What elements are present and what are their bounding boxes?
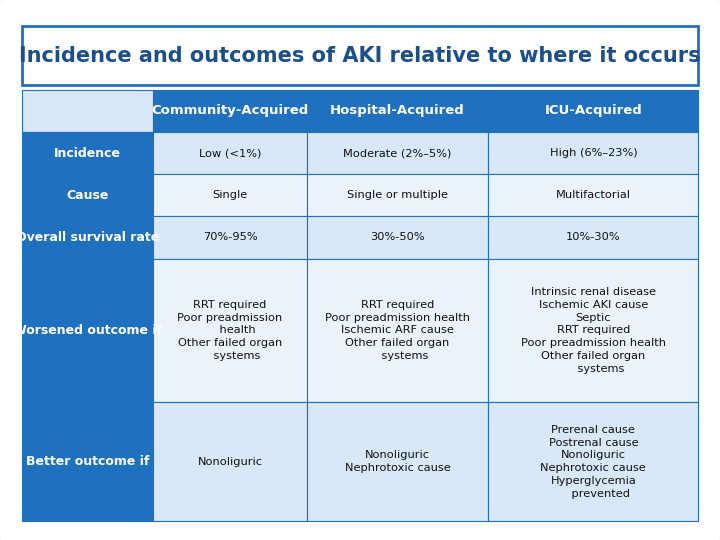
Bar [488,174,698,217]
Bar [488,259,698,402]
Bar [488,402,698,521]
Text: Prerenal cause
Postrenal cause
Nonoliguric
Nephrotoxic cause
Hyperglycemia
    p: Prerenal cause Postrenal cause Nonoligur… [541,425,646,499]
Bar [153,217,307,259]
Text: ICU-Acquired: ICU-Acquired [544,104,642,117]
Bar [488,132,698,174]
Text: High (6%–23%): High (6%–23%) [549,148,637,158]
Text: 70%-95%: 70%-95% [202,232,257,242]
Text: Moderate (2%–5%): Moderate (2%–5%) [343,148,451,158]
Text: Overall survival rate: Overall survival rate [16,231,159,244]
Bar [153,174,307,217]
FancyBboxPatch shape [22,26,698,85]
Text: 10%-30%: 10%-30% [566,232,621,242]
Bar [307,217,488,259]
Text: Intrinsic renal disease
Ischemic AKI cause
Septic
RRT required
Poor preadmission: Intrinsic renal disease Ischemic AKI cau… [521,287,666,374]
Bar [153,132,307,174]
Text: Better outcome if: Better outcome if [26,455,149,468]
Text: 30%-50%: 30%-50% [370,232,425,242]
Bar [488,217,698,259]
Bar [307,132,488,174]
Text: Nonoliguric: Nonoliguric [197,457,263,467]
Bar [307,402,488,521]
Text: Community-Acquired: Community-Acquired [151,104,309,117]
Text: Single: Single [212,190,248,200]
Text: RRT required
Poor preadmission
    health
Other failed organ
    systems: RRT required Poor preadmission health Ot… [177,300,283,361]
Bar [153,259,307,402]
Bar [153,402,307,521]
Bar [22,132,153,174]
Bar [22,259,153,402]
Bar [307,259,488,402]
Text: Hospital-Acquired: Hospital-Acquired [330,104,465,117]
Text: Cause: Cause [66,189,109,202]
Text: Incidence: Incidence [54,146,121,160]
Text: Nonoliguric
Nephrotoxic cause: Nonoliguric Nephrotoxic cause [345,450,450,473]
Bar [307,174,488,217]
Bar [307,90,488,132]
Bar [22,90,153,132]
Text: Incidence and outcomes of AKI relative to where it occurs: Incidence and outcomes of AKI relative t… [19,45,701,65]
Bar [488,90,698,132]
Text: Worsened outcome if: Worsened outcome if [13,324,162,337]
Bar [22,217,153,259]
Text: Single or multiple: Single or multiple [347,190,448,200]
Bar [22,174,153,217]
Bar [22,402,153,521]
Text: RRT required
Poor preadmission health
Ischemic ARF cause
Other failed organ
    : RRT required Poor preadmission health Is… [325,300,470,361]
Text: Low (<1%): Low (<1%) [199,148,261,158]
Text: Multifactorial: Multifactorial [556,190,631,200]
Bar [153,90,307,132]
